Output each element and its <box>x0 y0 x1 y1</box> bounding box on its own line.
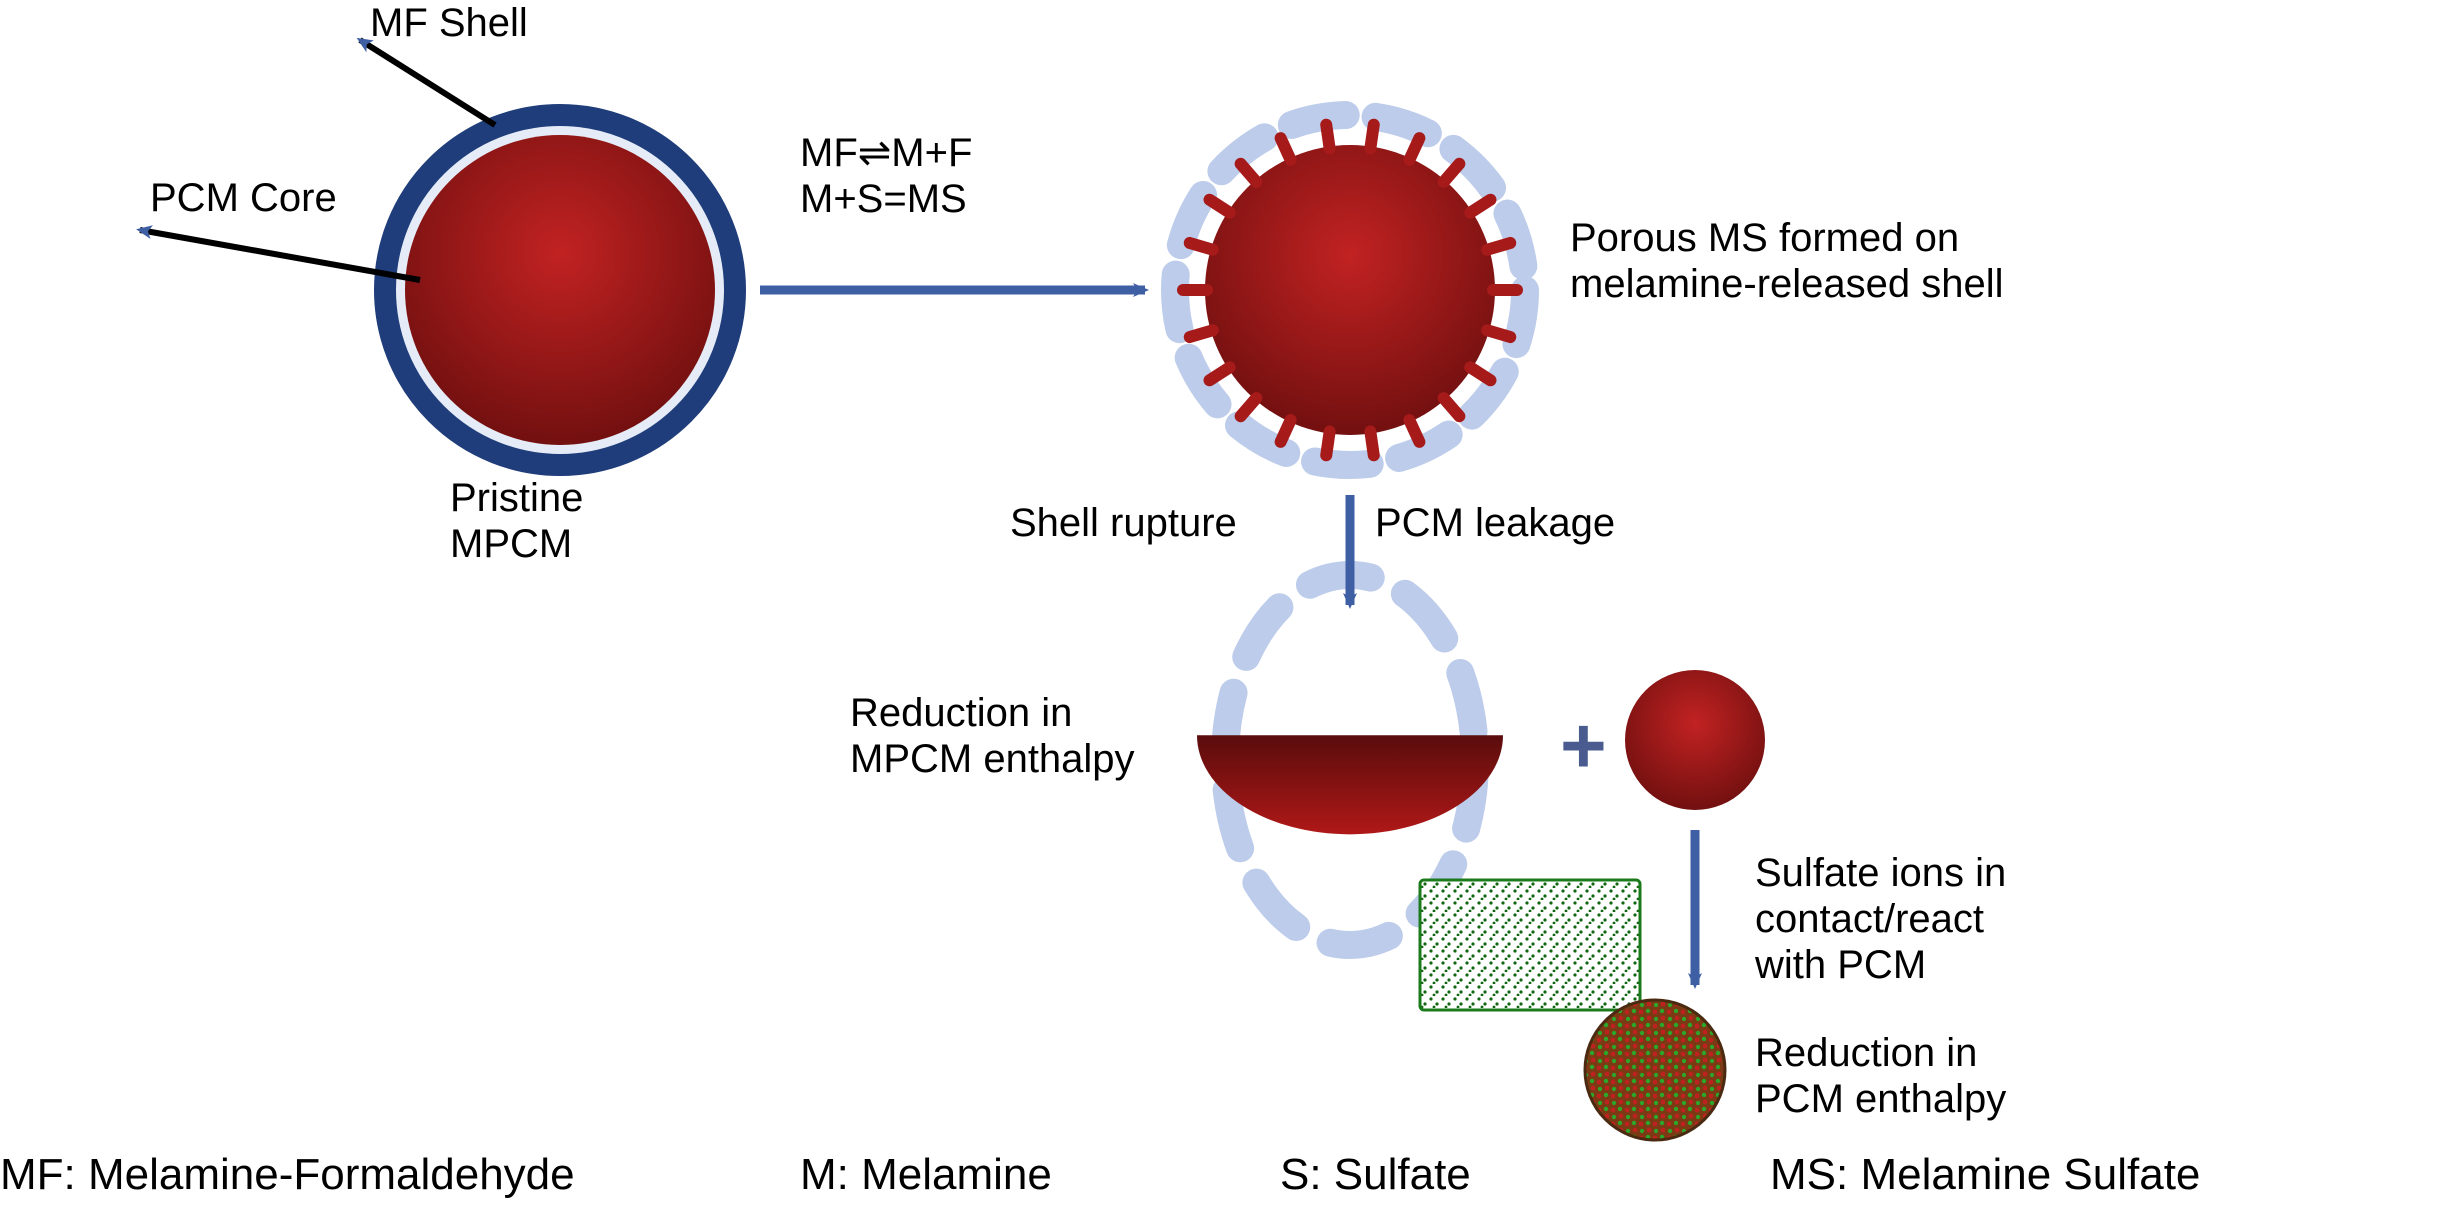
label-reaction: MF⇌M+F M+S=MS <box>800 130 972 222</box>
pointer-mf-shell <box>360 40 495 125</box>
label-reduction-pcm: Reduction in PCM enthalpy <box>1755 1030 2006 1122</box>
label-pristine: Pristine MPCM <box>450 475 583 567</box>
legend-s: S: Sulfate <box>1280 1150 1471 1201</box>
legend-ms: MS: Melamine Sulfate <box>1770 1150 2200 1201</box>
label-shell-rupture: Shell rupture <box>1010 500 1237 546</box>
label-pcm-leakage: PCM leakage <box>1375 500 1615 546</box>
label-pcm-core: PCM Core <box>150 175 337 221</box>
legend-m: M: Melamine <box>800 1150 1052 1201</box>
diagram-svg <box>0 0 2437 1212</box>
sulfate-green-patch <box>1420 880 1640 1010</box>
porous-core <box>1205 145 1495 435</box>
label-mf-shell: MF Shell <box>370 0 528 46</box>
legend-mf: MF: Melamine-Formaldehyde <box>0 1150 575 1201</box>
label-porous: Porous MS formed on melamine-released sh… <box>1570 215 2004 307</box>
mottled-pcm <box>1585 1000 1725 1140</box>
leaked-pcm-drop <box>1625 670 1765 810</box>
pristine-core <box>405 135 715 445</box>
label-reduction-mpcm: Reduction in MPCM enthalpy <box>850 690 1135 782</box>
diagram-stage: MF Shell PCM Core Pristine MPCM MF⇌M+F M… <box>0 0 2437 1212</box>
label-sulfate-ions: Sulfate ions in contact/react with PCM <box>1755 850 2006 988</box>
plus-sign: + <box>1560 700 1607 792</box>
